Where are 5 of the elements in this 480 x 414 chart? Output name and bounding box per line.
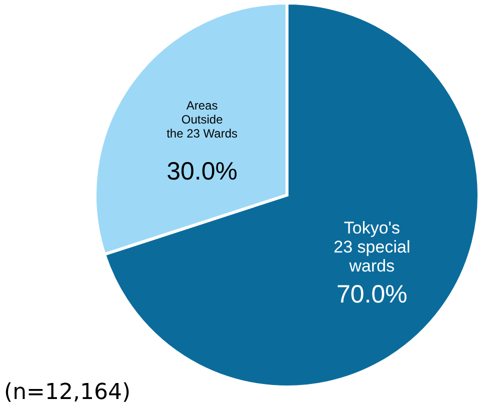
slice-label: Tokyo's 23 special wards bbox=[334, 218, 410, 276]
data-label: 70.0% bbox=[336, 280, 408, 309]
data-label: 30.0% bbox=[166, 157, 238, 186]
text: (n=12,164) bbox=[4, 380, 131, 405]
slice-label: Areas Outside the 23 Wards bbox=[166, 98, 238, 140]
